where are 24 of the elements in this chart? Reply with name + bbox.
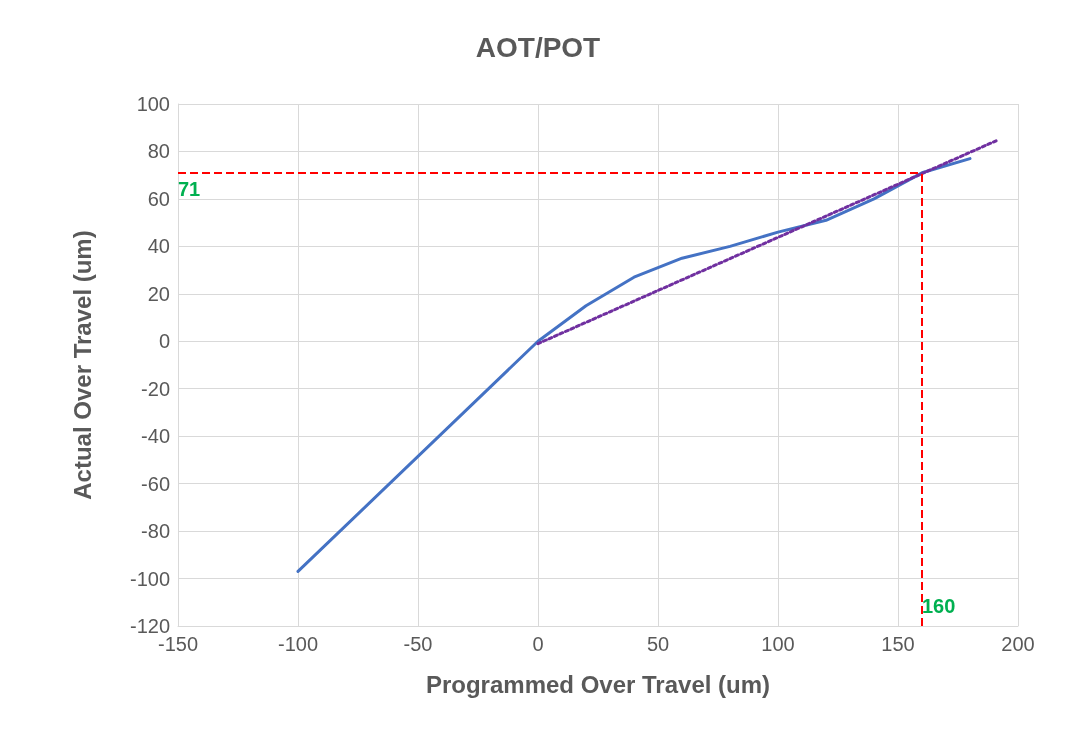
x-tick-label: 100 xyxy=(761,633,795,655)
y-tick-label: -80 xyxy=(141,520,170,543)
line-series xyxy=(296,157,972,573)
y-tick-label: 100 xyxy=(136,93,170,115)
y-axis-title: Actual Over Travel (um) xyxy=(68,230,96,500)
ref-line-label: 160 xyxy=(922,595,956,617)
ref-line-label: 71 xyxy=(178,177,201,200)
x-tick-label: 200 xyxy=(1001,633,1035,655)
y-tick-label: -40 xyxy=(141,425,170,448)
chart-title: AOT/POT xyxy=(475,31,601,63)
y-tick-label: 80 xyxy=(147,140,170,163)
y-tick-label: -60 xyxy=(141,472,170,495)
y-tick-label: 60 xyxy=(147,187,170,210)
y-tick-label: -20 xyxy=(141,377,170,400)
y-tick-label: -100 xyxy=(129,567,170,590)
x-tick-label: -50 xyxy=(403,633,433,655)
x-tick-label: 150 xyxy=(881,633,915,655)
y-tick-label: 20 xyxy=(147,282,170,305)
y-tick-label: 40 xyxy=(147,235,170,258)
x-axis-title: Programmed Over Travel (um) xyxy=(425,670,771,698)
y-tick-label: 0 xyxy=(158,330,170,353)
x-tick-label: 50 xyxy=(646,633,670,655)
x-tick-label: -100 xyxy=(277,633,319,655)
x-tick-label: 0 xyxy=(532,633,544,655)
